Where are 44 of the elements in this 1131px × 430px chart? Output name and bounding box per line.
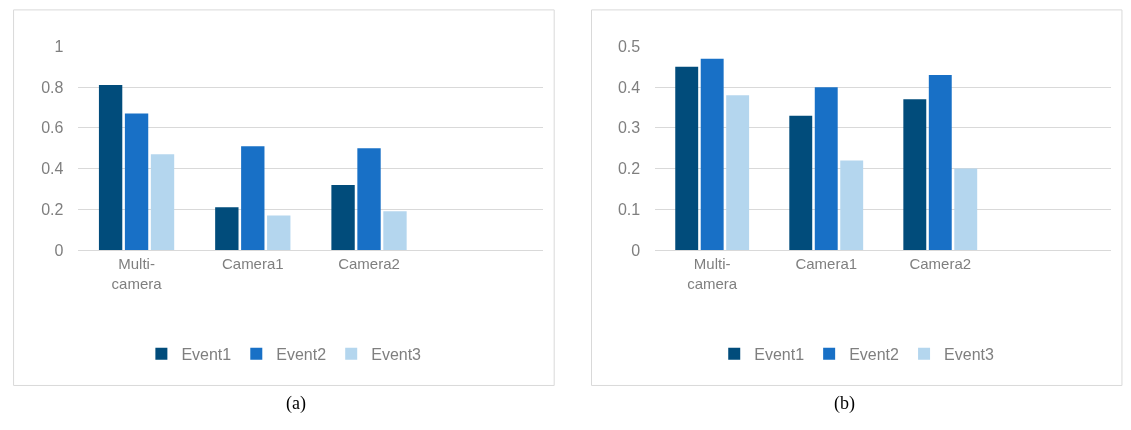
x-tick-label: Camera1 <box>795 255 858 273</box>
bar <box>675 66 699 251</box>
bar <box>150 154 175 251</box>
bar <box>331 184 355 251</box>
y-tick-label: 0.2 <box>41 200 64 218</box>
y-tick-label: 0 <box>631 241 641 259</box>
x-tick-label: Camera1 <box>221 255 284 273</box>
bar <box>98 85 123 251</box>
bar <box>814 87 838 251</box>
legend-label: Event2 <box>849 345 900 363</box>
bar <box>215 207 239 251</box>
bar <box>383 211 407 251</box>
legend-label: Event1 <box>181 345 232 363</box>
x-tick-label: Multi-camera <box>111 255 163 292</box>
y-tick-label: 1 <box>54 38 64 56</box>
bar <box>903 99 927 251</box>
bar <box>726 95 750 251</box>
bar <box>789 115 813 251</box>
y-tick-label: 0.4 <box>617 78 641 96</box>
legend-label: Event2 <box>276 345 327 363</box>
x-tick-label: Camera2 <box>909 255 972 273</box>
bar <box>700 58 724 251</box>
y-tick-label: 0.6 <box>41 119 64 137</box>
bar <box>840 160 864 251</box>
legend-label: Event3 <box>944 345 994 363</box>
x-tick-label: Camera2 <box>338 255 400 273</box>
y-tick-label: 0.1 <box>617 200 641 218</box>
text: (a) <box>286 393 306 414</box>
y-tick-label: 0.8 <box>41 78 64 96</box>
bar <box>241 146 265 251</box>
y-tick-label: 0.2 <box>617 160 641 178</box>
text: (b) <box>834 393 855 414</box>
bar <box>954 168 978 251</box>
y-tick-label: 0.3 <box>617 119 641 137</box>
y-tick-label: 0.4 <box>41 160 64 178</box>
bar <box>928 74 952 251</box>
bar <box>357 148 381 251</box>
bar <box>267 215 291 251</box>
legend-label: Event3 <box>371 345 422 363</box>
x-tick-label: Multi-camera <box>687 255 738 292</box>
bar <box>124 113 149 251</box>
y-tick-label: 0.5 <box>617 38 641 56</box>
legend-label: Event1 <box>754 345 805 363</box>
y-tick-label: 0 <box>54 241 64 259</box>
